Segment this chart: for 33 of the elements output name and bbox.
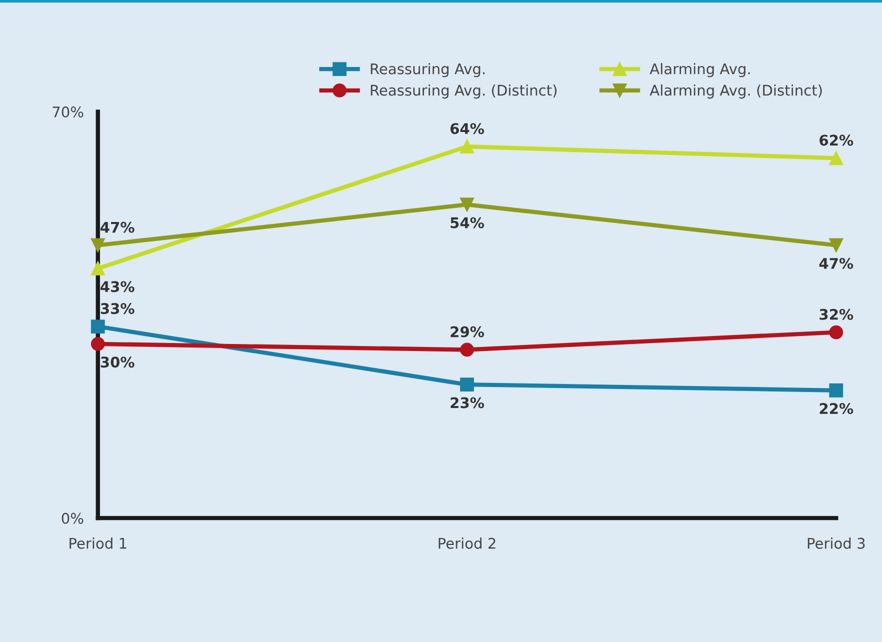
point [90,320,105,334]
data-label: 47% [100,222,134,233]
x-tick-label: Period 3 [808,538,865,549]
data-label: 64% [450,123,484,134]
point [829,238,844,252]
data-label: 29% [450,326,484,338]
data-label: 23% [450,397,484,408]
y-tick-label: 70% [52,106,84,118]
point [460,140,474,154]
point [460,198,474,212]
data-label: 43% [100,281,134,292]
y-tick-label: 0% [62,512,84,524]
point [90,262,105,276]
point [829,325,844,340]
point [460,378,474,392]
point [829,151,844,166]
data-label: 54% [450,217,484,228]
data-label: 62% [820,134,854,146]
x-tick-label: Period 2 [438,538,496,549]
point [460,342,474,357]
legend-label: Alarming Avg. [650,63,750,78]
legend-label: Reassuring Avg. [370,63,485,78]
legend-label: Reassuring Avg. (Distinct) [370,84,557,99]
data-label: 30% [100,356,134,368]
point [90,238,105,252]
point [829,383,844,398]
data-label: 47% [819,258,854,269]
point [90,336,105,351]
data-label: 32% [820,308,854,320]
data-label: 33% [100,303,134,314]
data-label: 22% [820,403,854,414]
legend-label: Alarming Avg. (Distinct) [650,84,822,99]
x-tick-label: Period 1 [70,538,126,549]
